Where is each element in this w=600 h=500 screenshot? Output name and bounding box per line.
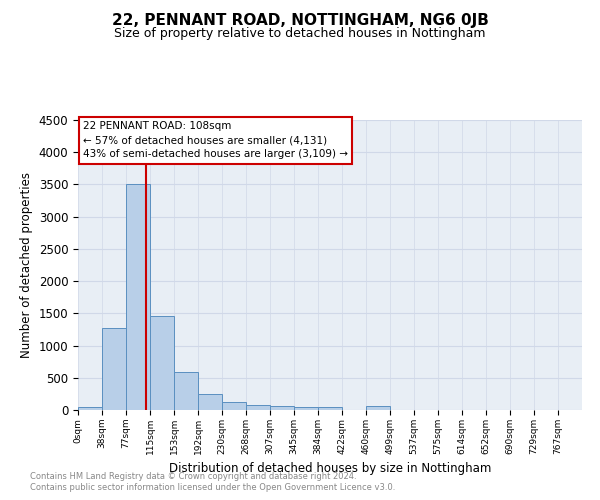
Bar: [222, 402, 246, 410]
Bar: [366, 406, 390, 410]
Text: 22, PENNANT ROAD, NOTTINGHAM, NG6 0JB: 22, PENNANT ROAD, NOTTINGHAM, NG6 0JB: [112, 12, 488, 28]
Text: 22 PENNANT ROAD: 108sqm
← 57% of detached houses are smaller (4,131)
43% of semi: 22 PENNANT ROAD: 108sqm ← 57% of detache…: [83, 122, 348, 160]
Bar: [198, 394, 222, 410]
Y-axis label: Number of detached properties: Number of detached properties: [20, 172, 33, 358]
Bar: [102, 328, 126, 410]
Bar: [270, 406, 294, 410]
Bar: [126, 184, 150, 410]
Bar: [294, 407, 318, 410]
Bar: [150, 316, 174, 410]
Bar: [246, 404, 270, 410]
Bar: [318, 407, 342, 410]
Bar: [78, 407, 102, 410]
Text: Contains public sector information licensed under the Open Government Licence v3: Contains public sector information licen…: [30, 484, 395, 492]
Text: Contains HM Land Registry data © Crown copyright and database right 2024.: Contains HM Land Registry data © Crown c…: [30, 472, 356, 481]
X-axis label: Distribution of detached houses by size in Nottingham: Distribution of detached houses by size …: [169, 462, 491, 475]
Bar: [174, 372, 198, 410]
Text: Size of property relative to detached houses in Nottingham: Size of property relative to detached ho…: [114, 28, 486, 40]
